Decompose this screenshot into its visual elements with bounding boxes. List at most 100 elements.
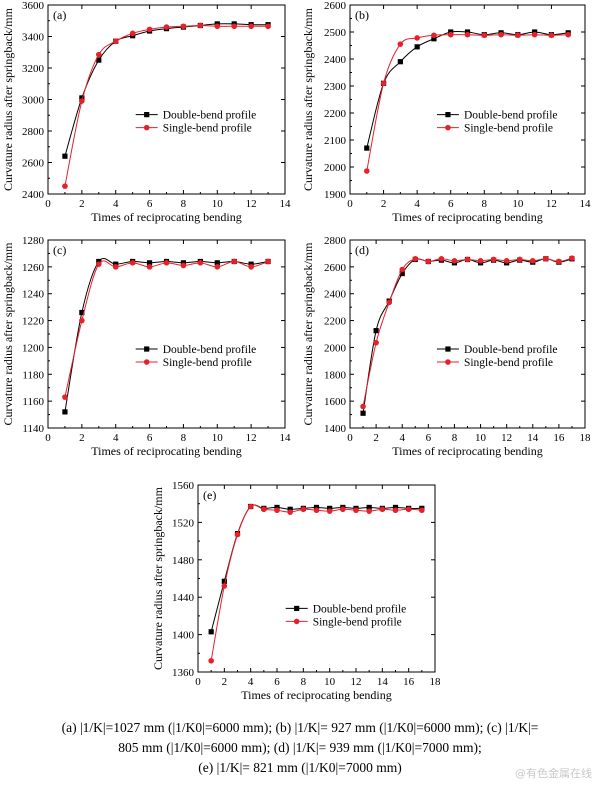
- data-point-circle: [379, 506, 386, 513]
- x-tick-label: 0: [195, 676, 201, 688]
- y-tick-label: 2600: [324, 262, 347, 274]
- y-tick-label: 1200: [22, 342, 45, 354]
- y-tick-label: 2400: [22, 189, 45, 201]
- data-point-circle: [373, 339, 379, 346]
- x-tick-label: 6: [274, 676, 280, 688]
- y-tick-label: 1520: [172, 517, 195, 529]
- x-tick-label: 4: [414, 198, 420, 210]
- y-axis-label: Curvature radius after springback/mm: [301, 242, 315, 426]
- x-tick-label: 8: [181, 198, 187, 210]
- y-tick-label: 3400: [22, 32, 45, 44]
- data-point-square: [327, 505, 333, 511]
- y-tick-label: 1140: [22, 423, 44, 435]
- data-point-circle: [503, 258, 510, 264]
- x-tick-label: 10: [324, 676, 336, 688]
- data-point-circle: [431, 32, 437, 39]
- x-axis-label: Times of reciprocating bending: [392, 444, 543, 458]
- data-point-circle: [556, 258, 562, 265]
- data-point-square: [79, 309, 85, 316]
- data-point-circle: [261, 506, 267, 513]
- y-tick-label: 2000: [324, 342, 347, 354]
- y-tick-label: 2500: [324, 27, 347, 39]
- data-point-circle: [477, 258, 484, 264]
- y-tick-label: 2200: [324, 316, 347, 328]
- y-tick-label: 2000: [324, 162, 347, 174]
- data-point-circle: [515, 32, 521, 39]
- data-point-circle: [399, 266, 406, 273]
- data-point-circle: [548, 32, 555, 39]
- chart-panel-a: 0 2 4 6 8 10 12 14 2400 2600 2800 3000 3200 3400 3600 T…: [1, 0, 291, 224]
- data-point-square: [274, 504, 280, 511]
- x-tick-label: 16: [403, 676, 415, 688]
- data-point-circle: [380, 80, 387, 87]
- legend-marker-circle: [143, 124, 150, 131]
- x-tick-label: 2: [381, 198, 387, 210]
- data-point-square: [208, 629, 214, 635]
- legend-marker-square: [144, 346, 150, 352]
- y-tick-label: 1600: [324, 396, 347, 408]
- y-tick-label: 2400: [324, 289, 347, 301]
- x-tick-label: 6: [147, 198, 153, 210]
- data-point-square: [431, 36, 437, 42]
- x-tick-label: 16: [553, 432, 565, 444]
- data-point-square: [360, 410, 366, 416]
- data-point-circle: [516, 256, 523, 263]
- legend-marker-square: [144, 112, 150, 118]
- x-tick-label: 4: [113, 198, 119, 210]
- data-point-circle: [481, 32, 488, 39]
- x-tick-label: 8: [301, 676, 307, 688]
- data-point-square: [62, 153, 68, 159]
- series-line: [64, 23, 269, 157]
- legend-marker-circle: [445, 359, 451, 365]
- y-tick-label: 1480: [172, 555, 195, 567]
- x-tick-label: 10: [475, 432, 487, 444]
- y-tick-label: 2600: [22, 158, 45, 170]
- y-tick-label: 1560: [172, 480, 195, 492]
- data-point-square: [96, 57, 102, 63]
- panel-label: (c): [53, 243, 66, 257]
- series-line: [64, 260, 269, 398]
- data-point-square: [221, 578, 227, 584]
- y-tick-label: 1220: [22, 316, 45, 328]
- data-point-circle: [405, 506, 412, 513]
- data-point-square: [287, 506, 293, 512]
- x-axis-label: Times of reciprocating bending: [241, 688, 392, 702]
- x-tick-label: 2: [373, 432, 379, 444]
- data-point-circle: [112, 264, 119, 270]
- series-line: [64, 24, 269, 187]
- legend-marker-square: [445, 112, 451, 118]
- data-point-square: [414, 44, 420, 50]
- data-point-square: [214, 260, 220, 266]
- data-point-circle: [392, 507, 399, 514]
- data-point-circle: [163, 260, 170, 266]
- x-tick-label: 0: [45, 198, 51, 210]
- data-point-circle: [265, 258, 271, 265]
- x-tick-label: 0: [347, 432, 353, 444]
- chart-panel-c: 0 2 4 6 8 10 12 14 1140 1160 1180 1200 1220 1240 1260 1…: [1, 235, 292, 458]
- series-line: [210, 504, 422, 661]
- x-tick-label: 4: [248, 676, 254, 688]
- data-point-circle: [451, 258, 458, 264]
- data-point-circle: [366, 508, 372, 514]
- data-point-circle: [129, 260, 136, 266]
- x-tick-label: 14: [527, 432, 539, 444]
- y-tick-label: 1400: [324, 423, 347, 435]
- data-point-circle: [180, 262, 187, 269]
- x-tick-label: 14: [280, 432, 292, 444]
- x-tick-label: 18: [580, 432, 592, 444]
- legend-entry: Single-bend profile: [464, 123, 553, 135]
- panel-label: (a): [53, 8, 66, 22]
- y-tick-label: 1800: [324, 369, 347, 381]
- data-point-circle: [565, 31, 572, 38]
- data-point-circle: [79, 98, 85, 104]
- series-line: [366, 34, 569, 172]
- y-tick-label: 2800: [22, 126, 45, 138]
- y-tick-label: 3600: [22, 0, 45, 12]
- y-tick-label: 1260: [22, 262, 45, 274]
- y-tick-label: 2600: [324, 0, 347, 12]
- panel-label: (e): [203, 488, 216, 502]
- data-point-circle: [274, 507, 280, 514]
- x-tick-label: 2: [79, 432, 85, 444]
- data-point-circle: [129, 30, 136, 37]
- x-tick-label: 2: [79, 198, 85, 210]
